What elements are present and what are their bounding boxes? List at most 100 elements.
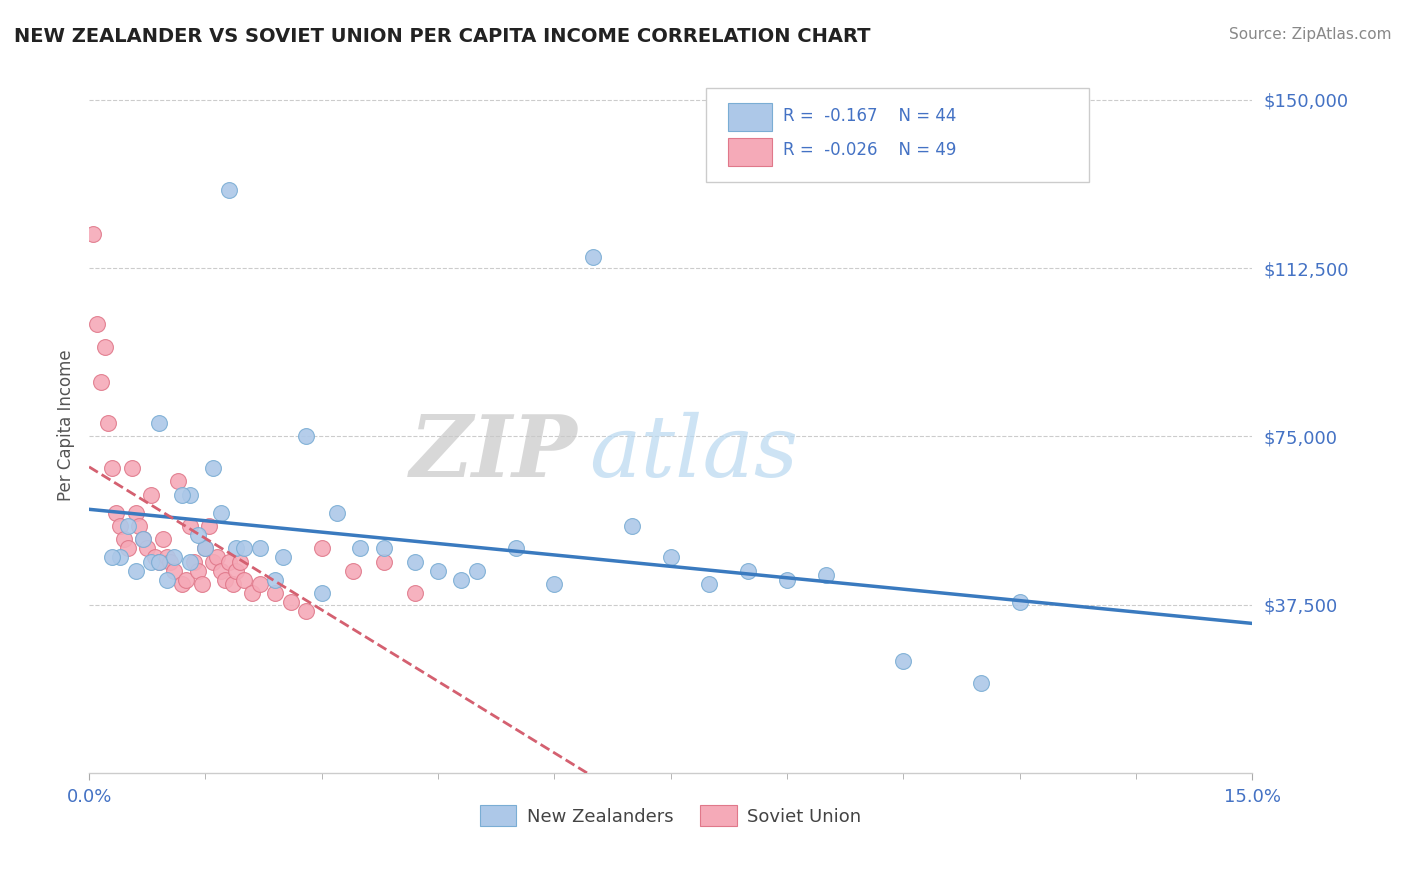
Point: [187, 528, 209, 542]
Point: [156, 550, 179, 565]
Point: [101, 460, 124, 475]
Point: [93, 340, 115, 354]
Point: [172, 488, 194, 502]
Point: [205, 550, 228, 565]
Point: [970, 676, 993, 690]
Point: [132, 533, 155, 547]
Point: [404, 586, 426, 600]
Point: [172, 577, 194, 591]
Point: [233, 573, 256, 587]
Point: [86, 317, 108, 331]
Point: [249, 541, 271, 556]
Point: [295, 429, 318, 443]
Point: [198, 519, 221, 533]
Point: [209, 564, 232, 578]
Point: [280, 595, 302, 609]
Point: [117, 519, 139, 533]
Point: [163, 550, 186, 565]
Point: [225, 564, 247, 578]
Point: [373, 555, 395, 569]
Point: [152, 533, 174, 547]
Point: [225, 541, 247, 556]
Point: [271, 550, 294, 565]
Point: [218, 183, 240, 197]
Point: [450, 573, 472, 587]
Point: [891, 654, 914, 668]
Point: [737, 564, 759, 578]
Y-axis label: Per Capita Income: Per Capita Income: [58, 350, 75, 501]
Point: [190, 577, 212, 591]
Point: [101, 550, 124, 565]
Point: [264, 586, 287, 600]
Point: [620, 519, 643, 533]
Point: [187, 564, 209, 578]
Point: [202, 460, 225, 475]
Text: ZIP: ZIP: [409, 411, 578, 495]
Text: NEW ZEALANDER VS SOVIET UNION PER CAPITA INCOME CORRELATION CHART: NEW ZEALANDER VS SOVIET UNION PER CAPITA…: [14, 27, 870, 45]
Point: [174, 573, 197, 587]
Point: [194, 541, 217, 556]
Point: [218, 555, 240, 569]
Point: [582, 250, 605, 264]
Point: [82, 227, 104, 242]
Point: [249, 577, 271, 591]
Point: [229, 555, 252, 569]
Point: [1008, 595, 1031, 609]
Point: [342, 564, 364, 578]
Bar: [728, 138, 772, 166]
Point: [194, 541, 217, 556]
Point: [349, 541, 371, 556]
Point: [148, 416, 170, 430]
Point: [311, 541, 333, 556]
Text: atlas: atlas: [589, 411, 799, 494]
Point: [373, 541, 395, 556]
Point: [214, 573, 236, 587]
Point: [209, 506, 232, 520]
Point: [108, 519, 131, 533]
Text: Source: ZipAtlas.com: Source: ZipAtlas.com: [1229, 27, 1392, 42]
Point: [427, 564, 450, 578]
FancyBboxPatch shape: [706, 88, 1090, 182]
Point: [167, 474, 190, 488]
Point: [404, 555, 426, 569]
Point: [179, 519, 201, 533]
Point: [311, 586, 333, 600]
Point: [105, 506, 128, 520]
Point: [148, 555, 170, 569]
Point: [156, 573, 179, 587]
Point: [221, 577, 243, 591]
Point: [326, 506, 349, 520]
Text: R =  -0.026    N = 49: R = -0.026 N = 49: [783, 142, 957, 160]
Point: [240, 586, 263, 600]
Point: [124, 564, 146, 578]
Point: [132, 533, 155, 547]
Point: [159, 555, 181, 569]
Text: R =  -0.167    N = 44: R = -0.167 N = 44: [783, 107, 957, 125]
Legend: New Zealanders, Soviet Union: New Zealanders, Soviet Union: [472, 798, 869, 833]
Point: [139, 488, 162, 502]
Point: [179, 555, 201, 569]
Point: [699, 577, 721, 591]
Point: [148, 555, 170, 569]
Point: [143, 550, 166, 565]
Point: [136, 541, 159, 556]
Point: [117, 541, 139, 556]
Point: [465, 564, 488, 578]
Point: [264, 573, 287, 587]
Point: [505, 541, 527, 556]
Point: [121, 460, 143, 475]
Point: [183, 555, 205, 569]
Bar: [728, 103, 772, 131]
Point: [112, 533, 135, 547]
Point: [233, 541, 256, 556]
Point: [659, 550, 682, 565]
Point: [179, 488, 201, 502]
Point: [295, 604, 318, 618]
Point: [124, 506, 146, 520]
Point: [543, 577, 565, 591]
Point: [90, 376, 112, 390]
Point: [128, 519, 150, 533]
Point: [97, 416, 120, 430]
Point: [776, 573, 799, 587]
Point: [108, 550, 131, 565]
